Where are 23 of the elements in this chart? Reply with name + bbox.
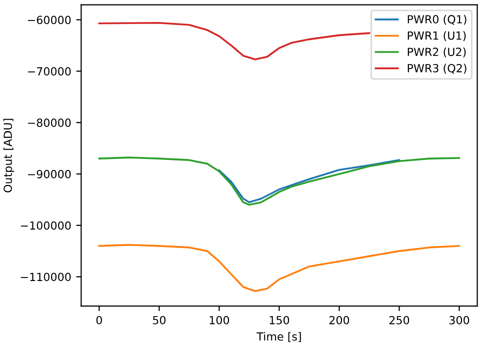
x-tick-label: 200 bbox=[329, 316, 350, 324]
y-tick-label: −90000 bbox=[28, 170, 71, 178]
x-axis-title: Time [s] bbox=[256, 332, 301, 342]
x-tick-label: 150 bbox=[270, 316, 290, 324]
y-tick-label: −110000 bbox=[20, 272, 71, 282]
line-series bbox=[98, 244, 460, 292]
x-tick-label: 100 bbox=[210, 316, 230, 324]
legend-label: PWR2 (U2) bbox=[408, 47, 466, 58]
legend-label: PWR0 (Q1) bbox=[408, 14, 466, 25]
y-tick-label: −60000 bbox=[28, 16, 71, 24]
x-tick-label: 50 bbox=[152, 316, 166, 324]
line-series bbox=[98, 156, 460, 206]
x-tick-label: 0 bbox=[96, 316, 102, 324]
y-tick-label: −100000 bbox=[20, 221, 71, 230]
x-tick-label: 250 bbox=[389, 316, 410, 324]
legend-label: PWR3 (Q2) bbox=[408, 64, 466, 74]
y-tick-label: −70000 bbox=[28, 67, 71, 76]
line-series bbox=[98, 22, 370, 60]
line-series bbox=[218, 159, 400, 204]
y-tick-label: −80000 bbox=[28, 118, 71, 127]
y-axis-title: Output [ADU] bbox=[3, 118, 14, 192]
x-tick-label: 300 bbox=[450, 316, 470, 324]
legend-label: PWR1 (U1) bbox=[408, 31, 466, 42]
